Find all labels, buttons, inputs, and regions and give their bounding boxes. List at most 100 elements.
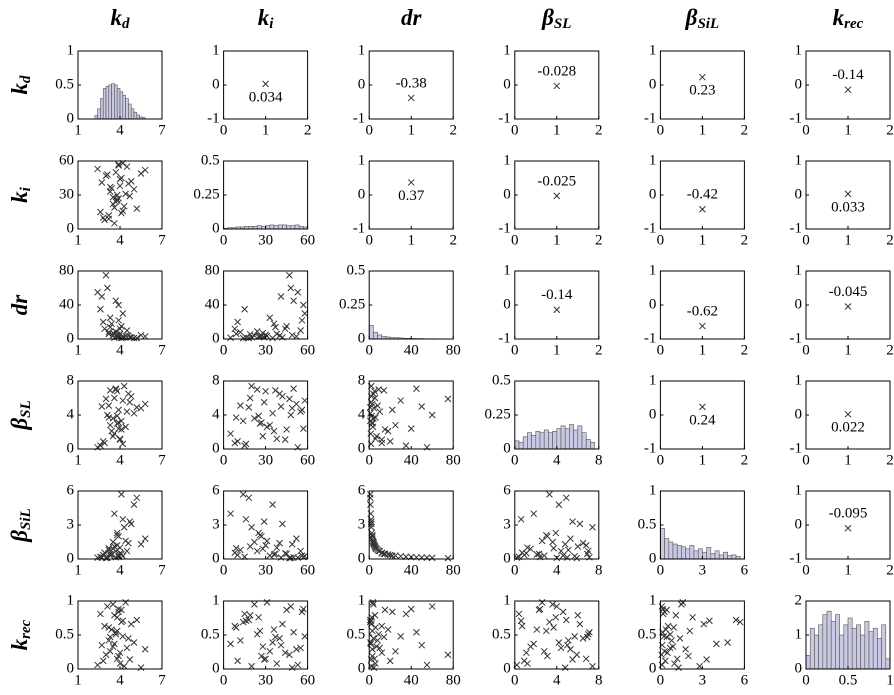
point	[269, 501, 276, 508]
point	[239, 417, 247, 425]
column-label: βSL	[541, 5, 571, 32]
point	[567, 645, 574, 653]
point	[126, 398, 134, 406]
x-tick-label: 80	[446, 672, 461, 688]
y-tick-label: 0.5	[346, 626, 365, 642]
hist-bar	[805, 655, 811, 670]
point	[126, 518, 134, 525]
point	[713, 640, 720, 648]
x-tick-label: 0	[802, 232, 810, 248]
point	[116, 175, 124, 183]
point	[536, 605, 544, 613]
point	[113, 333, 121, 340]
hist-bar	[714, 550, 720, 560]
y-tick-label: 3	[212, 516, 220, 532]
hist-bar	[273, 225, 279, 230]
label-main: k	[7, 83, 32, 95]
point	[116, 660, 124, 667]
point	[248, 523, 255, 531]
x-tick-label: 4	[553, 672, 561, 688]
label-sub: rec	[844, 16, 863, 32]
point	[370, 601, 377, 608]
point	[112, 386, 120, 393]
point	[298, 316, 306, 324]
hist-bar	[518, 441, 524, 450]
hist-bar	[556, 428, 562, 450]
point	[290, 385, 297, 393]
hist-bar	[681, 546, 686, 560]
point	[106, 314, 114, 322]
point	[112, 168, 120, 176]
y-tick-label: 3	[67, 516, 75, 532]
point	[368, 645, 376, 653]
point	[270, 320, 278, 328]
point	[116, 436, 124, 444]
y-tick-label: -1	[353, 110, 366, 126]
point	[246, 394, 254, 402]
point	[99, 437, 107, 445]
point	[116, 649, 124, 657]
point	[111, 543, 118, 550]
x-tick-label: 2	[449, 232, 457, 248]
hist-bar	[269, 224, 275, 230]
point	[232, 414, 240, 421]
point	[232, 544, 240, 552]
y-tick-label: 1	[503, 592, 511, 608]
label-main: k	[111, 5, 123, 30]
point	[256, 531, 264, 539]
y-tick-label: 40	[205, 296, 220, 312]
point	[561, 664, 569, 671]
y-tick-label: 0	[358, 660, 366, 676]
point	[227, 430, 234, 438]
point	[262, 655, 269, 663]
point	[273, 435, 281, 443]
point	[696, 662, 703, 670]
hist-bar	[809, 627, 815, 670]
point	[118, 334, 125, 342]
x-tick-label: 0	[511, 452, 519, 468]
point	[392, 421, 399, 429]
point	[699, 403, 706, 411]
label-main: dr	[7, 294, 32, 316]
point	[378, 436, 386, 444]
point	[533, 626, 541, 633]
point	[367, 409, 374, 417]
correlation-label: 0.033	[831, 199, 865, 215]
point	[664, 622, 672, 630]
hist-bar	[105, 86, 110, 120]
point	[675, 664, 682, 671]
point	[844, 303, 852, 310]
point	[259, 643, 267, 650]
point	[706, 617, 713, 625]
hist-bar	[130, 108, 135, 120]
point	[540, 647, 548, 655]
x-tick-label: 60	[300, 452, 315, 468]
y-tick-label: -1	[790, 220, 803, 236]
column-label: kd	[111, 5, 131, 32]
point	[279, 620, 286, 628]
hist-bar	[290, 225, 296, 230]
point	[98, 293, 106, 300]
point	[388, 406, 396, 414]
point	[522, 649, 530, 657]
point	[589, 662, 596, 670]
y-tick-label: 1	[503, 42, 511, 58]
x-tick-label: 2	[741, 122, 749, 138]
x-tick-label: 0	[365, 672, 373, 688]
hist-bar	[577, 425, 583, 450]
point	[116, 549, 124, 557]
hist-bar	[818, 624, 824, 670]
x-tick-label: 4	[116, 122, 124, 138]
hist-bar	[830, 621, 836, 670]
hist-bar	[100, 98, 104, 120]
x-tick-label: 0	[657, 232, 665, 248]
point	[658, 651, 665, 659]
hist-bar	[531, 435, 537, 450]
point	[111, 394, 118, 402]
point	[378, 649, 386, 657]
hist-bar	[543, 429, 549, 450]
panel-frame	[223, 50, 309, 120]
x-tick-label: 2	[886, 452, 894, 468]
y-tick-label: 6	[212, 482, 220, 498]
x-tick-label: 60	[300, 342, 315, 358]
